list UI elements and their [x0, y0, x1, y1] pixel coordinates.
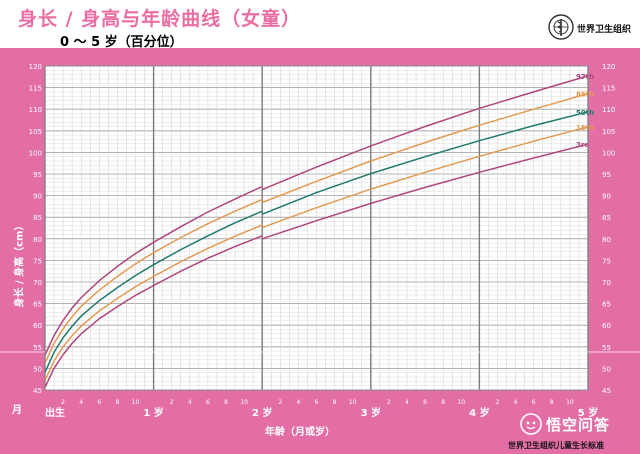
- x-month-tick-label: 8: [333, 399, 337, 406]
- series-label: 15th: [576, 124, 594, 132]
- page-subtitle: 0 ～ 5 岁（百分位）: [60, 35, 183, 50]
- x-year-label: 出生: [45, 406, 65, 419]
- y-tick-label-right: 90: [602, 193, 611, 201]
- x-month-tick-label: 2: [496, 399, 500, 406]
- x-month-tick-label: 8: [115, 399, 119, 406]
- series-line-85th-infant: [44, 198, 263, 364]
- x-month-tick-label: 10: [457, 399, 465, 406]
- y-tick-label-right: 65: [602, 301, 611, 309]
- y-tick-label-left: 100: [29, 149, 42, 157]
- page-title: 身长 / 身高与年龄曲线（女童）: [18, 8, 302, 30]
- x-month-tick-label: 2: [170, 399, 174, 406]
- y-tick-label-right: 45: [602, 387, 611, 395]
- x-month-tick-label: 6: [315, 399, 319, 406]
- y-tick-label-right: 55: [602, 344, 611, 352]
- x-year-label: 5 岁: [578, 406, 598, 419]
- x-month-tick-label: 2: [278, 399, 282, 406]
- series-line-97th-infant: [44, 185, 263, 356]
- x-year-label: 4 岁: [469, 406, 489, 419]
- x-month-tick-label: 4: [405, 399, 409, 406]
- who-emblem-icon: [548, 14, 574, 40]
- y-tick-label-left: 95: [33, 171, 42, 179]
- x-month-tick-label: 8: [224, 399, 228, 406]
- series-label: 97th: [576, 73, 594, 81]
- y-tick-label-right: 50: [602, 365, 611, 373]
- y-tick-label-left: 75: [33, 257, 42, 265]
- y-tick-label-right: 75: [602, 257, 611, 265]
- x-axis-label: 年龄（月或岁）: [265, 427, 335, 438]
- x-year-label: 2 岁: [252, 406, 272, 419]
- series-label: 85th: [576, 91, 594, 99]
- y-tick-label-right: 60: [602, 322, 611, 330]
- y-tick-label-left: 60: [33, 322, 42, 330]
- x-year-label: 3 岁: [361, 406, 381, 419]
- y-tick-label-left: 55: [33, 344, 42, 352]
- x-month-tick-label: 4: [296, 399, 300, 406]
- y-tick-label-left: 85: [33, 214, 42, 222]
- y-tick-label-right: 100: [602, 149, 615, 157]
- y-tick-label-left: 70: [33, 279, 42, 287]
- footer-text: 世界卫生组织儿童生长标准: [508, 441, 604, 450]
- series-line-85th-child: [261, 92, 589, 204]
- x-month-tick-label: 10: [132, 399, 140, 406]
- x-month-tick-label: 4: [514, 399, 518, 406]
- series-label: 3rd: [576, 141, 589, 149]
- y-tick-label-right: 85: [602, 214, 611, 222]
- x-month-tick-label: 6: [423, 399, 427, 406]
- y-tick-label-right: 95: [602, 171, 611, 179]
- x-year-label: 1 岁: [143, 406, 163, 419]
- organization-name: 世界卫生组织: [577, 25, 632, 35]
- series-line-50th-child: [261, 111, 589, 215]
- y-tick-label-left: 110: [29, 106, 42, 114]
- series-line-15th-child: [261, 126, 589, 229]
- x-month-tick-label: 8: [550, 399, 554, 406]
- wukong-icon: [520, 413, 542, 435]
- x-month-tick-label: 8: [441, 399, 445, 406]
- y-tick-label-left: 80: [33, 236, 42, 244]
- y-tick-label-left: 90: [33, 193, 42, 201]
- y-tick-label-left: 115: [29, 85, 42, 93]
- y-tick-label-right: 120: [602, 63, 615, 71]
- y-tick-label-left: 50: [33, 365, 42, 373]
- x-month-tick-label: 6: [206, 399, 210, 406]
- y-tick-label-right: 80: [602, 236, 611, 244]
- y-tick-label-right: 70: [602, 279, 611, 287]
- y-tick-label-left: 120: [29, 63, 42, 71]
- watermark-text: 悟空问答: [546, 416, 611, 434]
- watermark: 悟空问答: [520, 413, 632, 437]
- series-label: 50th: [576, 109, 594, 117]
- x-month-tick-label: 2: [387, 399, 391, 406]
- y-axis-label: 身长 / 身高（cm）: [14, 220, 26, 308]
- x-month-tick-label: 10: [240, 399, 248, 406]
- y-tick-label-right: 105: [602, 128, 615, 136]
- x-month-tick-label: 10: [566, 399, 574, 406]
- x-month-tick-label: 4: [188, 399, 192, 406]
- x-month-tick-label: 6: [97, 399, 101, 406]
- x-month-tick-label: 6: [532, 399, 536, 406]
- series-line-50th-infant: [44, 210, 263, 373]
- series-line-15th-infant: [44, 224, 263, 381]
- series-line-3rd-infant: [44, 235, 263, 388]
- plot-border: [44, 65, 589, 391]
- y-tick-label-right: 110: [602, 106, 615, 114]
- y-tick-label-left: 65: [33, 301, 42, 309]
- series-line-3rd-child: [261, 143, 589, 240]
- y-tick-label-left: 105: [29, 128, 42, 136]
- x-month-tick-label: 10: [349, 399, 357, 406]
- x-month-tick-label: 4: [79, 399, 83, 406]
- x-month-tick-label: 2: [61, 399, 65, 406]
- y-tick-label-right: 115: [602, 85, 615, 93]
- x-unit-label: 月: [12, 405, 22, 416]
- y-tick-label-left: 45: [33, 387, 42, 395]
- series-line-97th-child: [261, 75, 589, 191]
